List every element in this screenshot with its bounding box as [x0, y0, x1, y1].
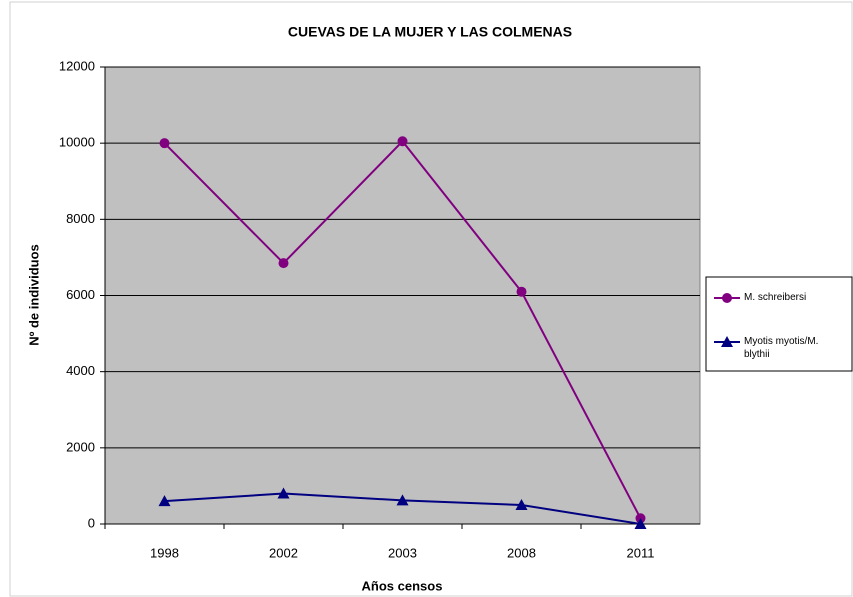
- marker: [721, 336, 733, 347]
- x-tick-label: 2008: [507, 545, 536, 560]
- marker: [158, 495, 171, 507]
- chart-title: CUEVAS DE LA MUJER Y LAS COLMENAS: [288, 24, 572, 40]
- marker: [159, 138, 170, 149]
- legend-label: M. schreibersi: [744, 292, 807, 303]
- y-tick-label: 6000: [66, 287, 95, 302]
- marker: [722, 293, 732, 303]
- y-tick-label: 4000: [66, 363, 95, 378]
- legend-label: Myotis myotis/M. blythii: [744, 336, 819, 360]
- marker: [277, 487, 290, 499]
- y-tick-label: 0: [88, 515, 95, 530]
- y-tick-label: 2000: [66, 439, 95, 454]
- marker: [397, 136, 408, 147]
- x-tick-label: 1998: [150, 545, 179, 560]
- marker: [515, 498, 528, 510]
- x-tick-label: 2011: [627, 545, 655, 560]
- x-tick-label: 2002: [269, 545, 298, 560]
- legend-box: [705, 276, 853, 372]
- marker: [516, 286, 527, 297]
- x-axis-label: Años censos: [362, 578, 443, 593]
- marker: [396, 494, 409, 506]
- x-tick-label: 2003: [388, 545, 417, 560]
- marker: [278, 258, 289, 269]
- y-tick-label: 10000: [59, 135, 95, 150]
- y-axis-label: Nº de individuos: [26, 244, 41, 346]
- y-tick-label: 12000: [59, 58, 95, 73]
- y-tick-label: 8000: [66, 211, 95, 226]
- marker: [634, 518, 647, 529]
